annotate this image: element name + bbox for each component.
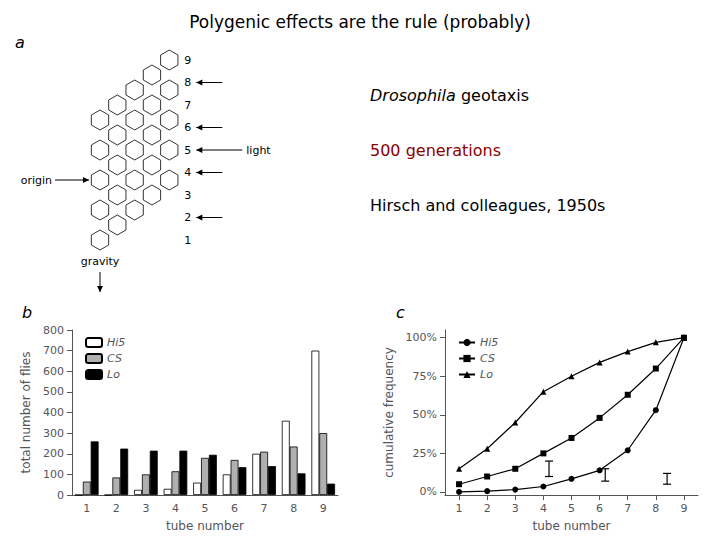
- svg-text:800: 800: [43, 324, 64, 337]
- svg-text:100%: 100%: [406, 331, 437, 344]
- svg-text:4: 4: [540, 502, 547, 515]
- svg-text:tube number: tube number: [166, 519, 244, 533]
- svg-text:600: 600: [43, 365, 64, 378]
- svg-text:6: 6: [231, 502, 238, 515]
- svg-text:75%: 75%: [413, 370, 437, 383]
- svg-text:c: c: [396, 303, 405, 322]
- svg-text:300: 300: [43, 427, 64, 440]
- svg-text:1: 1: [83, 502, 90, 515]
- svg-text:25%: 25%: [413, 447, 437, 460]
- svg-text:3: 3: [512, 502, 519, 515]
- svg-text:6: 6: [184, 121, 191, 134]
- svg-text:8: 8: [290, 502, 297, 515]
- svg-text:light: light: [246, 144, 271, 157]
- svg-text:8: 8: [652, 502, 659, 515]
- svg-text:Drosophila: Drosophila: [370, 86, 456, 105]
- svg-text:200: 200: [43, 447, 64, 460]
- svg-text:500: 500: [43, 385, 64, 398]
- svg-text:5: 5: [568, 502, 575, 515]
- svg-text:CS: CS: [107, 352, 122, 365]
- svg-text:Lo: Lo: [480, 368, 493, 381]
- svg-text:a: a: [15, 33, 25, 52]
- svg-text:500 generations: 500 generations: [370, 141, 501, 160]
- svg-text:9: 9: [320, 502, 327, 515]
- svg-text:Hi5: Hi5: [107, 336, 125, 349]
- svg-text:2: 2: [484, 502, 491, 515]
- svg-text:Hi5: Hi5: [480, 336, 498, 349]
- svg-text:5: 5: [202, 502, 209, 515]
- svg-text:1: 1: [184, 234, 191, 247]
- svg-text:7: 7: [624, 502, 631, 515]
- svg-text:4: 4: [172, 502, 179, 515]
- svg-text:3: 3: [184, 189, 191, 202]
- svg-text:Hirsch and colleagues, 1950s: Hirsch and colleagues, 1950s: [370, 196, 605, 215]
- svg-text:total number of flies: total number of flies: [19, 352, 33, 474]
- svg-text:CS: CS: [480, 352, 495, 365]
- svg-text:2: 2: [113, 502, 120, 515]
- svg-text:5: 5: [184, 144, 191, 157]
- svg-text:tube number: tube number: [533, 519, 611, 533]
- svg-text:Polygenic effects are the rule: Polygenic effects are the rule (probably…: [189, 12, 531, 32]
- svg-text:6: 6: [596, 502, 603, 515]
- svg-text:cumulative frequency: cumulative frequency: [382, 347, 396, 478]
- svg-text:9: 9: [184, 54, 191, 67]
- svg-text:2: 2: [184, 211, 191, 224]
- svg-text:b: b: [22, 303, 32, 322]
- svg-text:400: 400: [43, 406, 64, 419]
- svg-text:700: 700: [43, 344, 64, 357]
- svg-text:gravity: gravity: [81, 255, 120, 268]
- svg-text:3: 3: [142, 502, 149, 515]
- svg-text:100: 100: [43, 468, 64, 481]
- svg-text:0%: 0%: [420, 485, 437, 498]
- svg-text:50%: 50%: [413, 408, 437, 421]
- svg-text:7: 7: [261, 502, 268, 515]
- svg-text:geotaxis: geotaxis: [456, 86, 529, 105]
- svg-text:0: 0: [57, 489, 64, 502]
- svg-text:Lo: Lo: [107, 368, 120, 381]
- svg-text:1: 1: [456, 502, 463, 515]
- svg-text:origin: origin: [21, 174, 52, 187]
- svg-text:7: 7: [184, 99, 191, 112]
- svg-text:9: 9: [680, 502, 687, 515]
- svg-text:4: 4: [184, 166, 191, 179]
- svg-text:8: 8: [184, 76, 191, 89]
